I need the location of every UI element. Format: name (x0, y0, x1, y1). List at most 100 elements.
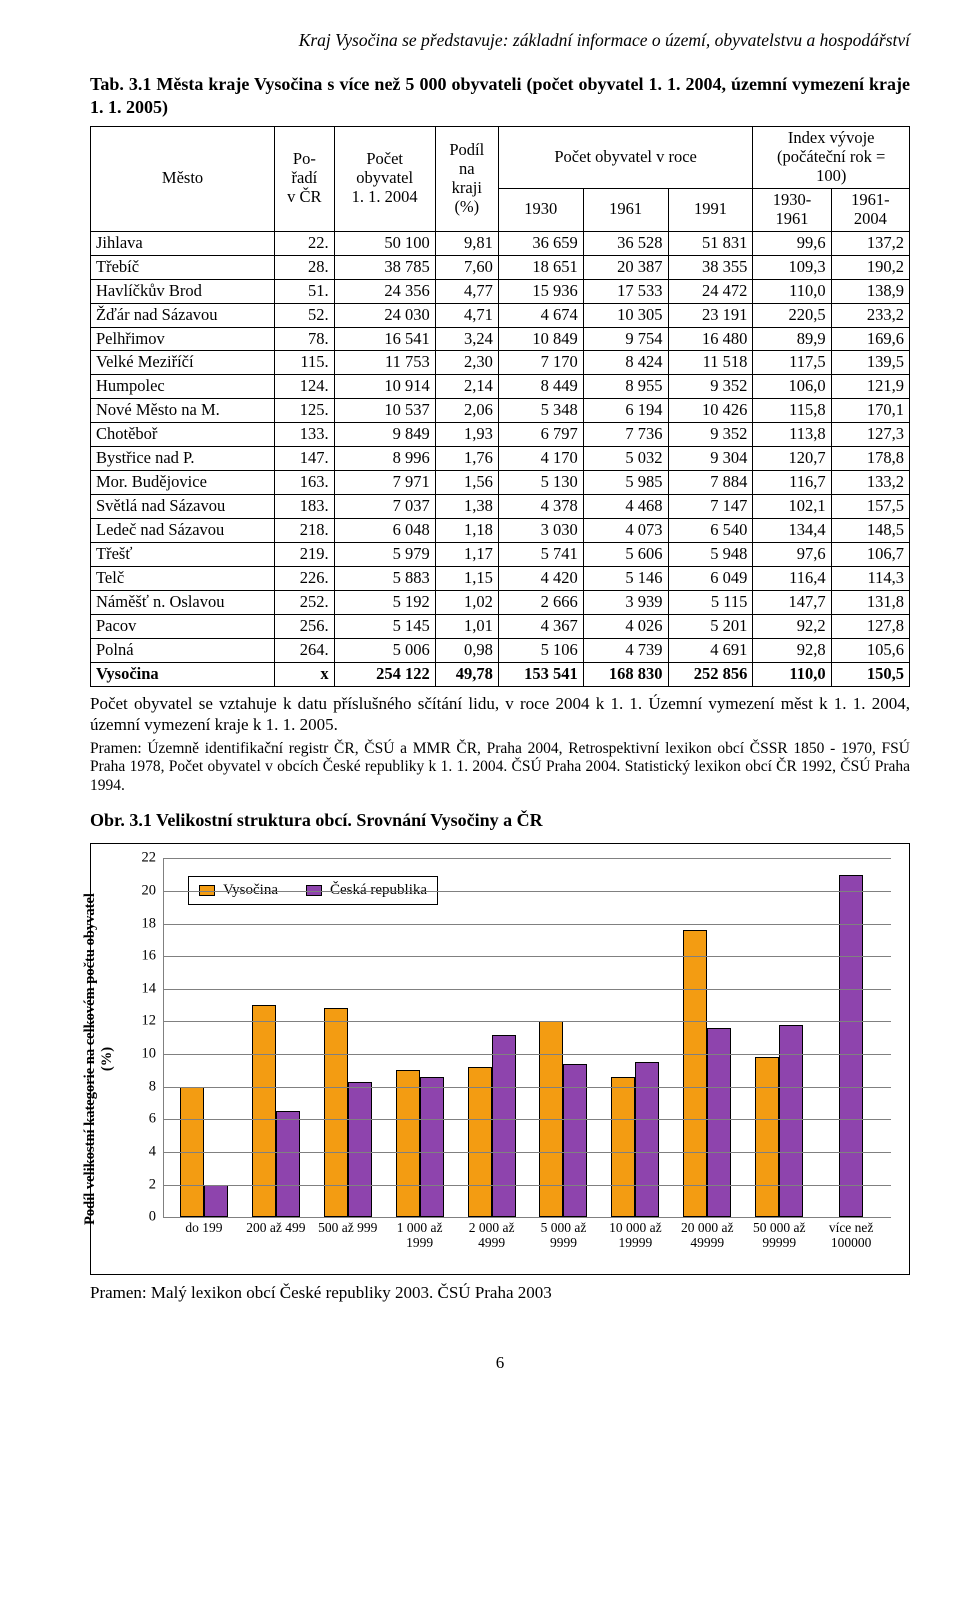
cell-num: 264. (275, 639, 335, 663)
cell-num: 157,5 (831, 495, 909, 519)
cell-num: 5 348 (498, 399, 583, 423)
cell-num: 2,30 (435, 351, 498, 375)
cell-city: Humpolec (91, 375, 275, 399)
cell-num: 3 939 (583, 591, 668, 615)
col-city: Město (91, 126, 275, 231)
y-tick-label: 12 (142, 1013, 157, 1030)
bar (396, 1070, 420, 1217)
cell-num: 137,2 (831, 231, 909, 255)
cell-num: 4,71 (435, 303, 498, 327)
cell-num: 114,3 (831, 567, 909, 591)
x-tick-label: 20 000 až 49999 (671, 1221, 743, 1251)
cell-num: 5 883 (334, 567, 435, 591)
col-1991: 1991 (668, 188, 753, 231)
y-tick-label: 6 (149, 1111, 156, 1128)
bar (276, 1111, 300, 1217)
y-tick-label: 22 (142, 850, 157, 867)
x-tick-label: 50 000 až 99999 (743, 1221, 815, 1251)
cell-num: 9 352 (668, 423, 753, 447)
cell-num: 4 468 (583, 495, 668, 519)
cell-num: 147. (275, 447, 335, 471)
cell-num: 147,7 (753, 591, 831, 615)
cell-num: 5 130 (498, 471, 583, 495)
cell-num: 28. (275, 255, 335, 279)
cell-num: 36 659 (498, 231, 583, 255)
table-title: Tab. 3.1 Města kraje Vysočina s více než… (90, 73, 910, 120)
cell-num: 99,6 (753, 231, 831, 255)
table-row: Humpolec124.10 9142,148 4498 9559 352106… (91, 375, 910, 399)
cell-num: 8 996 (334, 447, 435, 471)
grid-line (164, 989, 891, 990)
cell-num: 254 122 (334, 663, 435, 687)
cell-num: 92,8 (753, 639, 831, 663)
x-tick-label: 1 000 až 1999 (384, 1221, 456, 1251)
cell-city: Havlíčkův Brod (91, 279, 275, 303)
cell-num: 5 145 (334, 615, 435, 639)
cell-num: 169,6 (831, 327, 909, 351)
cell-num: 23 191 (668, 303, 753, 327)
cell-num: 5 032 (583, 447, 668, 471)
cell-num: 219. (275, 543, 335, 567)
cell-num: 5 741 (498, 543, 583, 567)
cell-num: 5 201 (668, 615, 753, 639)
cell-num: 163. (275, 471, 335, 495)
cell-num: 127,3 (831, 423, 909, 447)
bar-group (240, 858, 312, 1217)
table-row: Ledeč nad Sázavou218.6 0481,183 0304 073… (91, 519, 910, 543)
table-row: Mor. Budějovice163.7 9711,565 1305 9857 … (91, 471, 910, 495)
cell-num: 2,06 (435, 399, 498, 423)
table-row: Nové Město na M.125.10 5372,065 3486 194… (91, 399, 910, 423)
cell-num: 5 606 (583, 543, 668, 567)
bar-chart: Podíl velikostní kategorie na celkovém p… (91, 844, 909, 1274)
cell-city: Pelhřimov (91, 327, 275, 351)
cell-city: Náměšť n. Oslavou (91, 591, 275, 615)
col-pop: Počet obyvatel 1. 1. 2004 (334, 126, 435, 231)
bar (635, 1062, 659, 1217)
cell-num: 4 739 (583, 639, 668, 663)
bar-group (671, 858, 743, 1217)
cell-num: 1,17 (435, 543, 498, 567)
cell-num: 97,6 (753, 543, 831, 567)
cell-num: 10 305 (583, 303, 668, 327)
cell-num: 1,02 (435, 591, 498, 615)
cell-num: 4 378 (498, 495, 583, 519)
cell-num: 1,56 (435, 471, 498, 495)
cell-num: 4,77 (435, 279, 498, 303)
cell-num: 7 147 (668, 495, 753, 519)
page: Kraj Vysočina se představuje: základní i… (0, 0, 960, 1393)
cell-num: 38 785 (334, 255, 435, 279)
cell-num: 7 170 (498, 351, 583, 375)
cell-num: 18 651 (498, 255, 583, 279)
cell-num: 106,7 (831, 543, 909, 567)
cell-num: 10 426 (668, 399, 753, 423)
cell-num: 190,2 (831, 255, 909, 279)
bar-group (815, 858, 887, 1217)
bar-group (384, 858, 456, 1217)
bar (683, 930, 707, 1217)
bar (839, 875, 863, 1218)
cell-num: 24 472 (668, 279, 753, 303)
cell-num: 7 971 (334, 471, 435, 495)
col-index-span: Index vývoje (počáteční rok = 100) (753, 126, 910, 188)
bar-group (528, 858, 600, 1217)
grid-line (164, 858, 891, 859)
cell-num: 106,0 (753, 375, 831, 399)
cell-num: 52. (275, 303, 335, 327)
bar-groups (164, 858, 891, 1217)
bar (420, 1077, 444, 1217)
cell-num: 6 540 (668, 519, 753, 543)
cell-num: 3 030 (498, 519, 583, 543)
y-tick-label: 14 (142, 980, 157, 997)
col-i1: 1930- 1961 (753, 188, 831, 231)
cell-num: 170,1 (831, 399, 909, 423)
cell-num: 16 480 (668, 327, 753, 351)
cell-num: 110,0 (753, 279, 831, 303)
cell-num: 5 192 (334, 591, 435, 615)
bar (324, 1008, 348, 1217)
y-tick-label: 16 (142, 948, 157, 965)
cell-num: 138,9 (831, 279, 909, 303)
y-tick-label: 2 (149, 1176, 156, 1193)
x-tick-label: 2 000 až 4999 (456, 1221, 528, 1251)
table-row: Velké Meziříčí115.11 7532,307 1708 42411… (91, 351, 910, 375)
cell-num: 109,3 (753, 255, 831, 279)
